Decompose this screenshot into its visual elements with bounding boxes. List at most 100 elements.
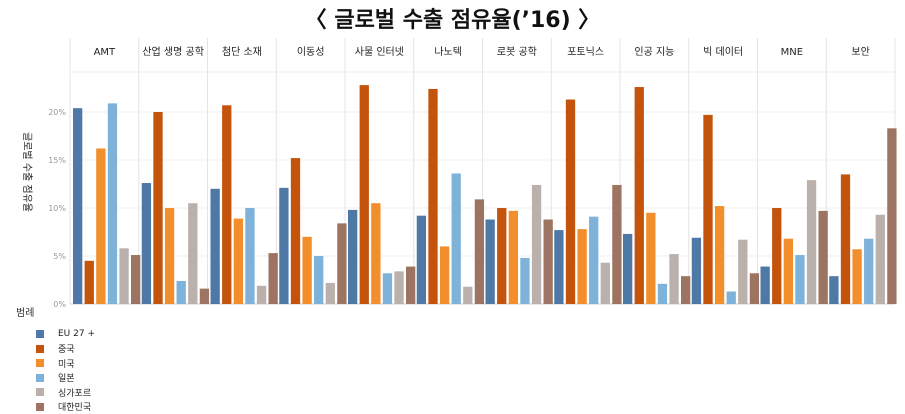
bar <box>406 267 415 304</box>
bar <box>475 199 484 304</box>
category-label: 사물 인터넷 <box>355 46 404 58</box>
legend-item: 중국 <box>16 342 95 357</box>
bar <box>245 208 254 304</box>
bar <box>554 230 563 304</box>
bar <box>119 248 128 304</box>
bar <box>635 87 644 304</box>
legend-item: 미국 <box>16 356 95 371</box>
legend-swatch <box>36 388 44 396</box>
legend-label: 중국 <box>58 342 75 355</box>
bar <box>348 210 357 304</box>
y-tick-label: 15% <box>48 156 66 165</box>
bar <box>829 276 838 304</box>
bar <box>738 240 747 304</box>
bar <box>222 105 231 304</box>
legend-title: 범례 <box>16 304 95 319</box>
bar <box>876 215 885 304</box>
bar <box>314 256 323 304</box>
category-label: AMT <box>94 47 116 58</box>
y-tick-label: 20% <box>48 108 66 117</box>
bar <box>807 180 816 304</box>
bar <box>784 239 793 304</box>
legend-swatch <box>36 345 44 353</box>
bar <box>463 287 472 304</box>
category-label: 보안 <box>851 46 869 58</box>
bar <box>302 237 311 304</box>
bar <box>795 255 804 304</box>
bar <box>383 273 392 304</box>
bar <box>566 100 575 304</box>
bar <box>669 254 678 304</box>
bar <box>612 185 621 304</box>
bar <box>509 211 518 304</box>
bar <box>658 284 667 304</box>
category-label: 로봇 공학 <box>497 46 537 58</box>
y-axis-label: 글로벌 수출 점유율 <box>21 132 33 212</box>
bar <box>486 220 495 304</box>
bar <box>428 89 437 304</box>
bar <box>257 286 266 304</box>
legend-label: EU 27 + <box>58 329 95 339</box>
legend-swatch <box>36 330 44 338</box>
legend-label: 미국 <box>58 357 75 370</box>
bar <box>96 148 105 304</box>
bar <box>177 281 186 304</box>
bar <box>165 208 174 304</box>
category-label: 첨단 소재 <box>222 46 262 58</box>
bar <box>681 276 690 304</box>
bar <box>394 271 403 304</box>
y-tick-label: 10% <box>48 204 66 213</box>
legend-item: 일본 <box>16 371 95 386</box>
bar <box>85 261 94 304</box>
y-axis-ticks: 0%5%10%15%20% <box>48 108 66 309</box>
bar <box>440 246 449 304</box>
bar <box>601 263 610 304</box>
legend-swatch <box>36 359 44 367</box>
bar <box>589 217 598 304</box>
legend-item: EU 27 + <box>16 327 95 342</box>
bar <box>692 238 701 304</box>
bars <box>73 85 897 304</box>
category-label: 빅 데이터 <box>703 46 743 58</box>
bar <box>291 158 300 304</box>
category-label: 포토닉스 <box>567 46 604 58</box>
legend-label: 일본 <box>58 371 75 384</box>
bar <box>532 185 541 304</box>
y-tick-label: 5% <box>53 252 66 261</box>
bar <box>234 219 243 304</box>
bar <box>703 115 712 304</box>
bar <box>73 108 82 304</box>
bar <box>200 289 209 304</box>
legend-item: 싱가포르 <box>16 385 95 400</box>
bar <box>417 216 426 304</box>
bar <box>337 223 346 304</box>
bar <box>819 211 828 304</box>
bar <box>153 112 162 304</box>
category-label: 이동성 <box>297 46 325 58</box>
bar <box>727 292 736 304</box>
legend-label: 싱가포르 <box>58 386 91 399</box>
bar <box>211 189 220 304</box>
bar <box>544 220 553 304</box>
bar <box>188 203 197 304</box>
bar <box>497 208 506 304</box>
bar <box>646 213 655 304</box>
bar <box>142 183 151 304</box>
bar <box>131 255 140 304</box>
bar <box>852 249 861 304</box>
bar <box>452 173 461 304</box>
bar <box>520 258 529 304</box>
bar <box>371 203 380 304</box>
bar <box>360 85 369 304</box>
bar <box>623 234 632 304</box>
bar <box>750 273 759 304</box>
bar <box>279 188 288 304</box>
category-label: MNE <box>781 47 803 58</box>
bar <box>761 267 770 304</box>
bar <box>864 239 873 304</box>
bar <box>326 283 335 304</box>
